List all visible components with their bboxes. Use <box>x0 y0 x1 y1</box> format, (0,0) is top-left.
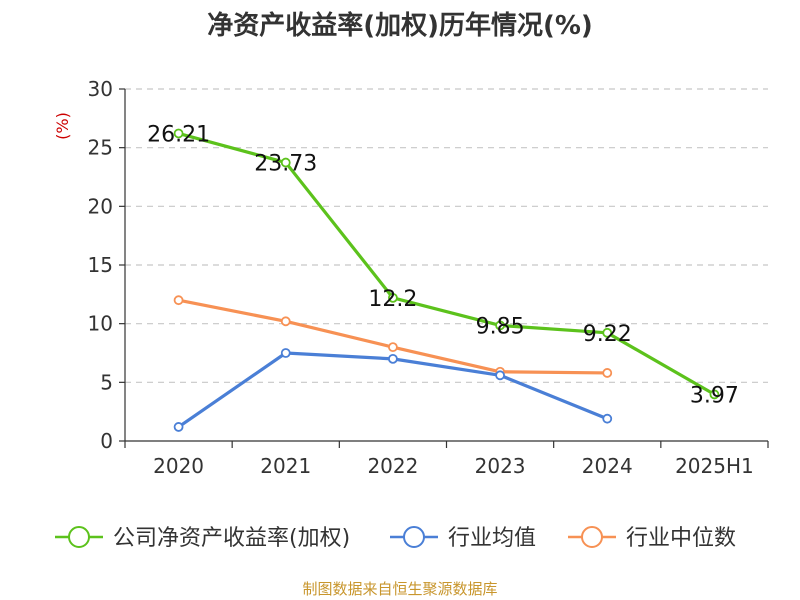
series-line <box>177 351 608 429</box>
data-point <box>388 342 398 353</box>
x-tick-label: 2022 <box>367 454 418 478</box>
data-point <box>602 327 613 338</box>
gridlines <box>125 88 768 383</box>
data-source-note: 制图数据来自恒生聚源数据库 <box>302 580 497 598</box>
data-point <box>280 348 291 358</box>
data-point <box>388 292 398 303</box>
data-point <box>280 157 291 168</box>
legend-item: 行业中位数 <box>568 526 736 551</box>
chart-title: 净资产收益率(加权)历年情况(%) <box>207 10 593 41</box>
data-point <box>388 353 398 364</box>
legend: 公司净资产收益率(加权) 行业均值 行业中位数 <box>55 526 736 551</box>
data-label: 26.21 <box>147 122 210 147</box>
y-tick-label: 5 <box>100 370 113 394</box>
y-tick-label: 20 <box>88 194 113 218</box>
data-point <box>602 368 613 378</box>
data-point <box>495 370 505 381</box>
legend-marker <box>581 526 603 548</box>
axes: 0 5 10 15 20 25 30 2020 2021 2022 2023 2024 2025H1 <box>88 77 769 478</box>
data-point <box>173 128 184 139</box>
series-line <box>178 131 716 396</box>
data-point <box>280 316 291 327</box>
legend-item: 行业均值 <box>390 526 536 551</box>
data-label: 9.22 <box>583 322 632 347</box>
legend-label: 行业中位数 <box>626 526 736 551</box>
legend-marker <box>68 526 90 548</box>
data-label: 12.2 <box>368 287 417 312</box>
x-tick-label: 2024 <box>582 454 633 478</box>
legend-label: 公司净资产收益率(加权) <box>113 526 350 551</box>
y-tick-label: 15 <box>88 253 113 277</box>
data-point <box>173 295 184 306</box>
data-label: 3.97 <box>690 383 739 408</box>
x-tick-label: 2020 <box>153 454 204 478</box>
x-tick-label: 2023 <box>475 454 526 478</box>
y-axis-unit-label: (%) <box>53 112 72 140</box>
y-tick-label: 25 <box>88 136 113 160</box>
data-label: 9.85 <box>476 314 525 339</box>
data-labels: 26.21 23.73 12.2 9.85 9.22 3.97 <box>147 122 739 408</box>
data-point <box>495 320 505 331</box>
series-lines <box>173 128 720 432</box>
legend-label: 行业均值 <box>448 526 536 551</box>
legend-marker <box>403 526 425 548</box>
data-point <box>173 422 184 432</box>
x-tick-label: 2021 <box>260 454 311 478</box>
data-point <box>602 413 613 424</box>
y-tick-label: 10 <box>88 312 113 336</box>
y-tick-label: 30 <box>88 77 113 101</box>
y-tick-label: 0 <box>100 429 113 453</box>
x-tick-label: 2025H1 <box>675 454 754 478</box>
legend-item: 公司净资产收益率(加权) <box>55 526 350 551</box>
data-point <box>709 389 720 400</box>
data-label: 23.73 <box>254 152 317 177</box>
